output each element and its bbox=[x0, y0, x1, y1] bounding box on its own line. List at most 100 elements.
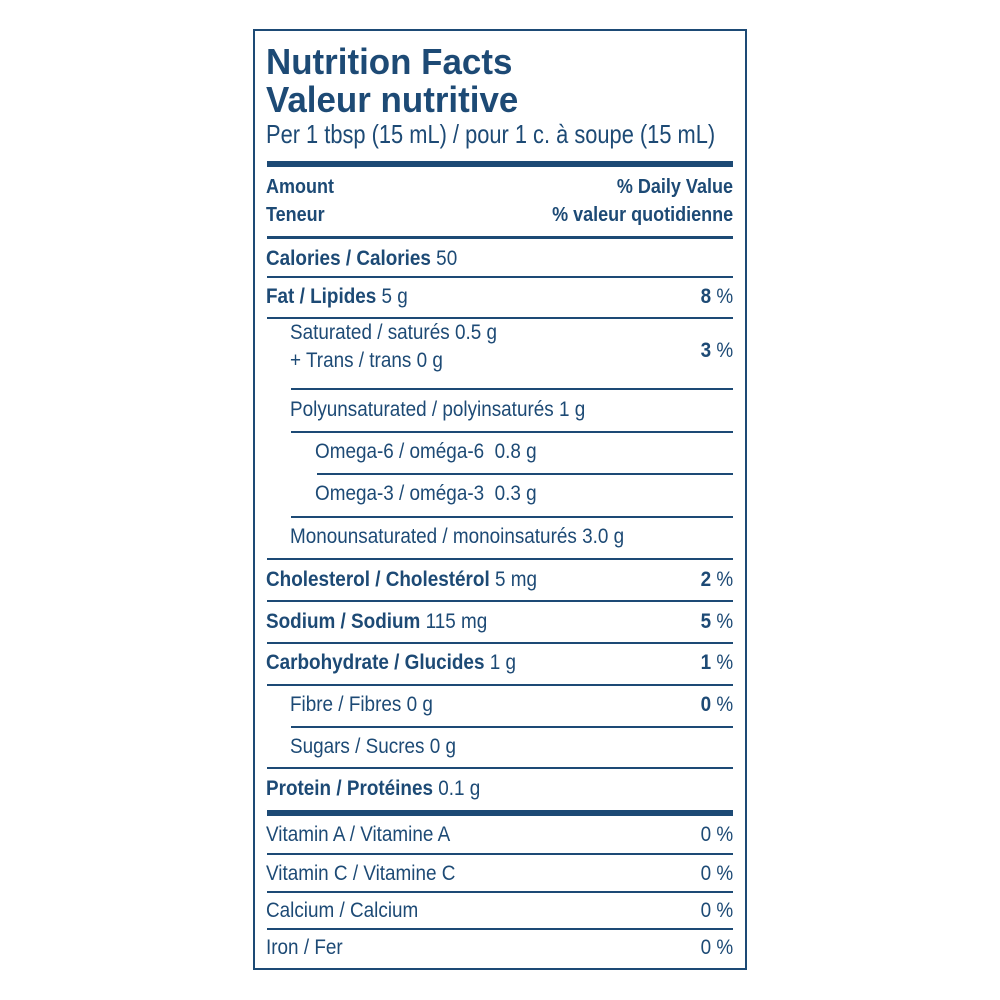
amount: 5 g bbox=[381, 285, 408, 308]
vitamin-a-dv: 0 % bbox=[697, 816, 733, 854]
divider bbox=[267, 600, 733, 602]
saturated-dv: 3 % bbox=[697, 331, 733, 371]
valeur-quotidienne-header: % valeur quotidienne bbox=[532, 205, 733, 225]
row-omega-6: Omega-6 / oméga-6 0.8 g bbox=[315, 432, 561, 472]
text: Vitamin C / Vitamine C bbox=[266, 861, 456, 885]
vitamin-c-dv: 0 % bbox=[697, 855, 733, 892]
row-monounsaturated: Monounsaturated / monoinsaturés 3.0 g bbox=[290, 517, 661, 557]
fibre-dv: 0 % bbox=[697, 685, 733, 725]
divider bbox=[267, 558, 733, 560]
text: Fibre / Fibres 0 g bbox=[290, 693, 433, 716]
row-sodium: Sodium / Sodium 115 mg bbox=[266, 602, 512, 642]
text: % valeur quotidienne bbox=[551, 204, 733, 226]
text: % bbox=[716, 610, 733, 633]
text: Per 1 tbsp (15 mL) / pour 1 c. à soupe (… bbox=[266, 119, 716, 149]
text: % bbox=[716, 285, 733, 308]
text: + Trans / trans 0 g bbox=[290, 349, 443, 372]
teneur-header: Teneur bbox=[266, 205, 331, 225]
row-polyunsaturated: Polyunsaturated / polyinsaturés 1 g bbox=[290, 390, 618, 430]
daily-value-header: % Daily Value bbox=[604, 177, 733, 197]
text: % bbox=[716, 339, 733, 362]
row-carbohydrate: Carbohydrate / Glucides 1 g bbox=[266, 643, 544, 683]
divider bbox=[317, 473, 733, 475]
text: 5 mg bbox=[494, 568, 537, 591]
text: Amount bbox=[266, 176, 334, 198]
text: Carbohydrate / Glucides bbox=[266, 651, 485, 674]
text: Iron / Fer bbox=[266, 935, 343, 959]
row-omega-3: Omega-3 / oméga-3 0.3 g bbox=[315, 474, 561, 514]
divider bbox=[291, 516, 733, 518]
serving-size: Per 1 tbsp (15 mL) / pour 1 c. à soupe (… bbox=[266, 121, 801, 147]
text: Teneur bbox=[266, 204, 325, 226]
row-vitamin-a: Vitamin A / Vitamine A bbox=[266, 816, 471, 854]
text: Saturated / saturés 0.5 g bbox=[290, 321, 497, 344]
divider bbox=[267, 891, 733, 893]
text: 0 bbox=[700, 693, 711, 716]
text: % bbox=[716, 568, 733, 591]
thick-divider bbox=[267, 810, 733, 816]
divider bbox=[291, 431, 733, 433]
text: 0.1 g bbox=[438, 777, 481, 800]
text: % Daily Value bbox=[616, 176, 733, 198]
text: 2 bbox=[700, 568, 711, 591]
text: 115 mg bbox=[425, 610, 488, 633]
divider bbox=[291, 726, 733, 728]
row-calcium: Calcium / Calcium bbox=[266, 892, 435, 929]
text: Calcium / Calcium bbox=[266, 898, 419, 922]
row-cholesterol: Cholesterol / Cholestérol 5 mg bbox=[266, 560, 567, 600]
amount: 50 bbox=[436, 247, 458, 270]
row-saturated: Saturated / saturés 0.5 g bbox=[290, 319, 520, 347]
text: % bbox=[716, 651, 733, 674]
divider bbox=[267, 928, 733, 930]
divider bbox=[267, 276, 733, 278]
row-iron: Iron / Fer bbox=[266, 929, 351, 966]
row-trans: + Trans / trans 0 g bbox=[290, 347, 460, 375]
nutrition-facts-panel bbox=[253, 29, 747, 970]
text: Nutrition Facts bbox=[266, 41, 513, 82]
text: Sodium / Sodium bbox=[266, 610, 421, 633]
row-fibre: Fibre / Fibres 0 g bbox=[290, 685, 449, 725]
text: % bbox=[716, 693, 733, 716]
text: Omega-6 / oméga-6 0.8 g bbox=[315, 440, 537, 463]
text: 0 % bbox=[700, 823, 733, 846]
row-calories: Calories / Calories 50 bbox=[266, 239, 478, 279]
text: 0 % bbox=[700, 935, 733, 959]
title-en: Nutrition Facts bbox=[266, 44, 520, 80]
fat-dv: 8 % bbox=[697, 277, 733, 317]
text: Sugars / Sucres 0 g bbox=[290, 735, 456, 758]
row-fat: Fat / Lipides 5 g bbox=[266, 277, 424, 317]
row-vitamin-c: Vitamin C / Vitamine C bbox=[266, 855, 476, 892]
amount-header: Amount bbox=[266, 177, 342, 197]
cholesterol-dv: 2 % bbox=[697, 560, 733, 600]
sodium-dv: 5 % bbox=[697, 602, 733, 642]
thick-divider bbox=[267, 161, 733, 167]
text: 0 % bbox=[700, 898, 733, 922]
iron-dv: 0 % bbox=[697, 929, 733, 966]
divider bbox=[291, 388, 733, 390]
text: 8 bbox=[700, 285, 711, 308]
calcium-dv: 0 % bbox=[697, 892, 733, 929]
divider bbox=[267, 236, 733, 239]
divider bbox=[267, 317, 733, 319]
text: Polyunsaturated / polyinsaturés 1 g bbox=[290, 398, 586, 421]
row-protein: Protein / Protéines 0.1 g bbox=[266, 769, 504, 809]
row-sugars: Sugars / Sucres 0 g bbox=[290, 727, 474, 767]
text: 3 bbox=[700, 339, 711, 362]
carbohydrate-dv: 1 % bbox=[697, 643, 733, 683]
label: Calories / Calories bbox=[266, 247, 431, 270]
text: 5 bbox=[700, 610, 711, 633]
text: Omega-3 / oméga-3 0.3 g bbox=[315, 482, 537, 505]
text: Cholesterol / Cholestérol bbox=[266, 568, 490, 591]
text: Vitamin A / Vitamine A bbox=[266, 823, 451, 846]
text: 1 bbox=[700, 651, 711, 674]
divider bbox=[267, 853, 733, 855]
divider bbox=[267, 642, 733, 644]
text: 1 g bbox=[489, 651, 517, 674]
text: Monounsaturated / monoinsaturés 3.0 g bbox=[290, 525, 625, 548]
divider bbox=[267, 767, 733, 769]
text: Valeur nutritive bbox=[266, 79, 519, 120]
text: Protein / Protéines bbox=[266, 777, 433, 800]
title-fr: Valeur nutritive bbox=[266, 82, 526, 118]
text: 0 % bbox=[700, 861, 733, 885]
label: Fat / Lipides bbox=[266, 285, 377, 308]
